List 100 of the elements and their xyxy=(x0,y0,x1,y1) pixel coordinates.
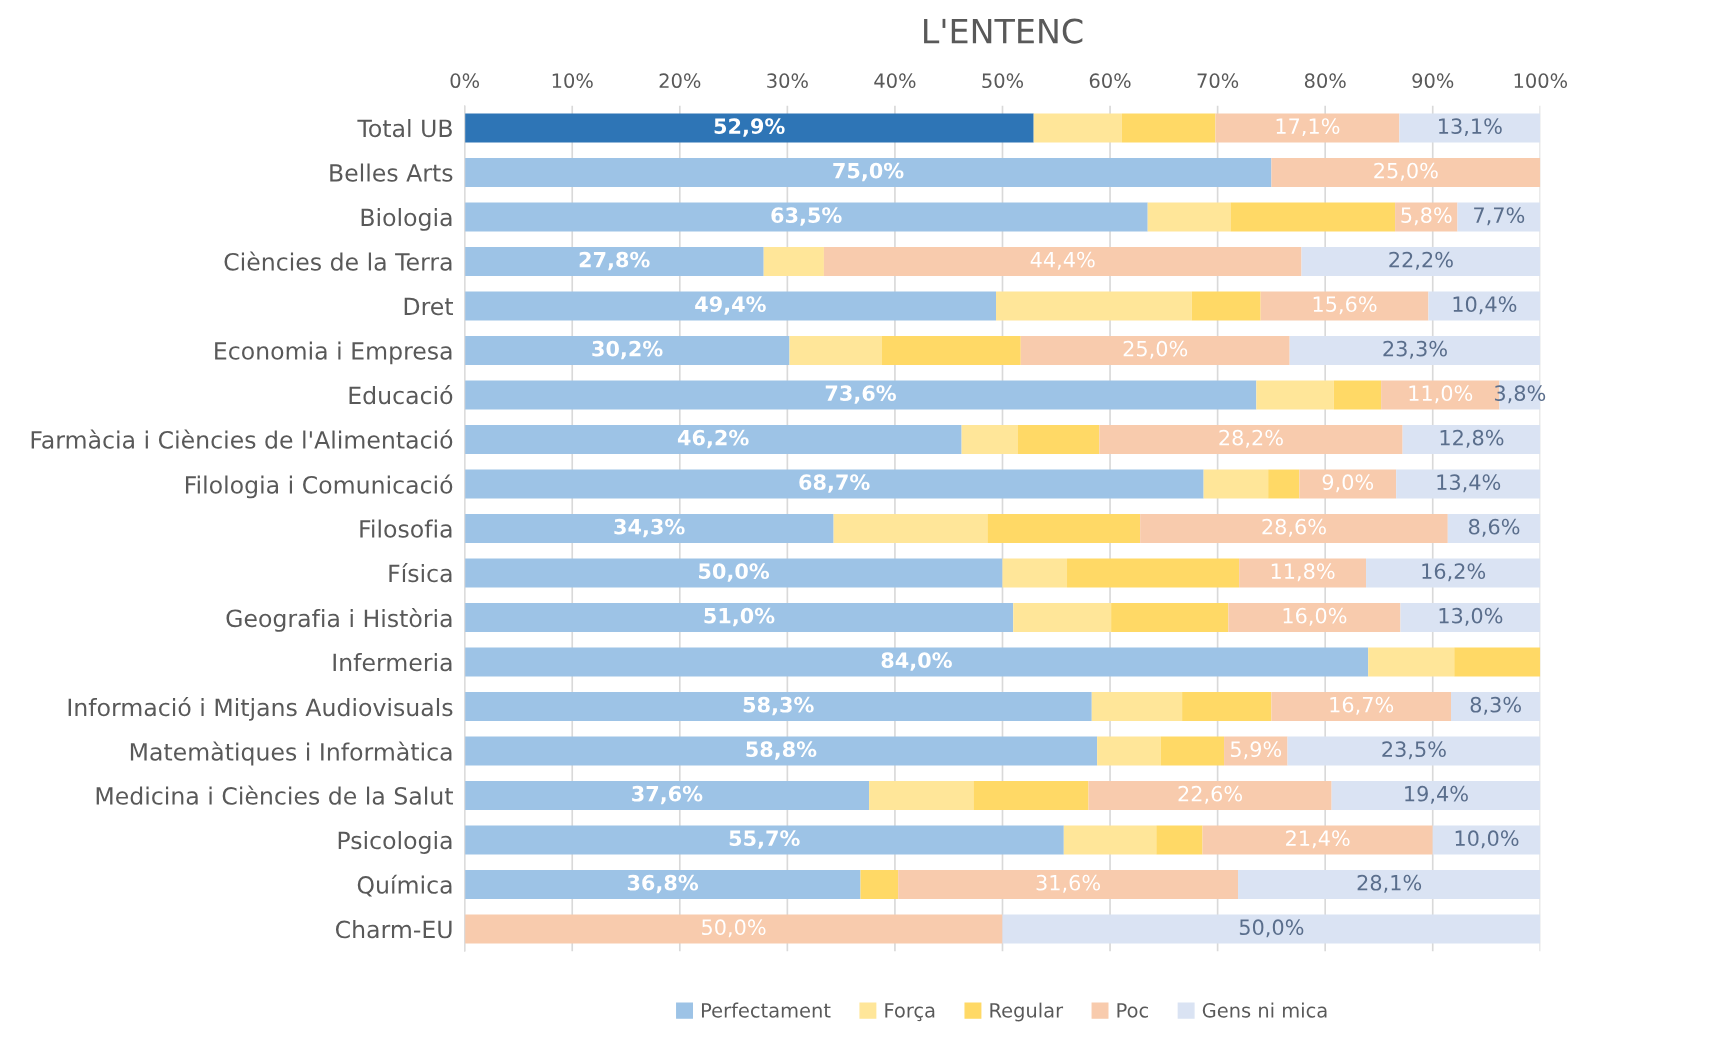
bar xyxy=(789,336,883,365)
data-label: 22,2% xyxy=(1389,251,1453,270)
data-label: 21,4% xyxy=(1286,830,1350,849)
data-label: 28,6% xyxy=(1262,518,1326,537)
x-tick-label: 30% xyxy=(767,73,808,89)
x-tick-label: 50% xyxy=(982,73,1024,89)
bar xyxy=(464,914,1003,944)
data-label: 16,7% xyxy=(1330,696,1394,715)
x-tick-label: 10% xyxy=(552,73,593,89)
data-label: 3,8% xyxy=(1494,385,1546,404)
legend-label: Força xyxy=(885,1003,935,1022)
bar xyxy=(1402,425,1541,454)
legend-label: Regular xyxy=(990,1002,1064,1022)
data-label: 8,3% xyxy=(1470,696,1521,715)
data-label: 44,4% xyxy=(1030,251,1095,270)
bar xyxy=(1017,425,1100,454)
data-label: 22,6% xyxy=(1178,785,1243,804)
bar xyxy=(1088,781,1332,810)
x-tick-label: 70% xyxy=(1197,73,1239,89)
bar xyxy=(464,157,1272,187)
data-label: 15,6% xyxy=(1313,296,1377,315)
data-label: 31,6% xyxy=(1036,874,1101,893)
bar xyxy=(1091,692,1183,721)
bar xyxy=(961,425,1018,454)
bar xyxy=(464,692,1092,721)
bar xyxy=(464,202,1148,232)
bar xyxy=(1289,336,1541,365)
bar xyxy=(464,647,1369,677)
bar xyxy=(1271,157,1541,187)
bar xyxy=(833,514,988,543)
bar xyxy=(987,514,1141,543)
bar xyxy=(464,291,997,321)
x-tick-label: 0% xyxy=(450,73,480,89)
bar xyxy=(1063,825,1157,855)
data-label: 68,7% xyxy=(799,474,870,493)
data-label: 34,3% xyxy=(614,518,685,538)
data-label: 25,0% xyxy=(1374,162,1438,181)
bar xyxy=(860,870,899,900)
x-tick-label: 80% xyxy=(1304,73,1346,89)
bar xyxy=(882,336,1021,365)
data-label: 5,9% xyxy=(1230,741,1282,760)
bar xyxy=(1368,647,1455,677)
chart-title: L'ENTENC xyxy=(924,18,1083,44)
y-tick-label: Medicina i Ciències de la Salut xyxy=(96,785,453,805)
bar xyxy=(464,425,962,454)
legend-label: Poc xyxy=(1117,1003,1148,1018)
bar xyxy=(1020,336,1290,365)
y-tick-label: Dret xyxy=(404,297,453,316)
y-tick-label: Química xyxy=(357,874,452,897)
bar xyxy=(1271,692,1452,721)
legend-label: Perfectament xyxy=(702,1002,831,1018)
bar xyxy=(1366,558,1541,588)
y-tick-label: Filologia i Comunicació xyxy=(185,474,453,499)
bar xyxy=(1160,736,1225,766)
data-label: 46,2% xyxy=(677,429,749,449)
x-tick-label: 60% xyxy=(1089,73,1131,89)
data-label: 36,8% xyxy=(627,874,699,894)
bar xyxy=(464,736,1098,766)
bar xyxy=(1451,692,1541,721)
bar xyxy=(1238,870,1541,900)
bar xyxy=(1399,113,1541,143)
bar xyxy=(1230,202,1396,232)
bar xyxy=(973,781,1089,810)
data-label: 19,4% xyxy=(1405,785,1468,804)
data-label: 37,6% xyxy=(632,785,703,805)
y-tick-label: Filosofia xyxy=(360,519,452,538)
x-tick-label: 100% xyxy=(1514,73,1568,89)
data-label: 27,8% xyxy=(579,251,650,271)
data-label: 10,4% xyxy=(1453,296,1517,315)
bar xyxy=(763,247,824,276)
bar xyxy=(1396,469,1541,499)
data-label: 16,0% xyxy=(1283,607,1347,626)
y-tick-label: Informació i Mitjans Audiovisuals xyxy=(68,697,453,721)
data-label: 17,1% xyxy=(1276,118,1340,137)
data-label: 75,0% xyxy=(833,162,904,182)
bar xyxy=(464,558,1003,588)
bar xyxy=(869,781,974,810)
bar xyxy=(1447,514,1541,543)
bar xyxy=(1228,603,1401,632)
bar xyxy=(1191,291,1261,321)
data-label: 23,5% xyxy=(1382,741,1446,760)
data-label: 28,1% xyxy=(1357,874,1422,893)
data-label: 13,1% xyxy=(1439,118,1502,137)
bar xyxy=(1268,469,1300,499)
bar xyxy=(1097,736,1161,766)
y-tick-label: Belles Arts xyxy=(330,163,453,182)
data-label: 9,0% xyxy=(1322,474,1374,493)
y-tick-label: Biologia xyxy=(361,207,452,231)
y-tick-label: Farmàcia i Ciències de l'Alimentació xyxy=(31,429,453,449)
data-label: 11,8% xyxy=(1271,563,1335,582)
y-tick-label: Economia i Empresa xyxy=(215,341,452,365)
data-label: 16,2% xyxy=(1422,563,1486,582)
data-label: 5,8% xyxy=(1401,207,1452,226)
data-label: 84,0% xyxy=(881,652,952,671)
y-tick-label: Matemàtiques i Informàtica xyxy=(130,741,452,766)
bar xyxy=(1202,825,1433,855)
bar xyxy=(1301,247,1541,276)
bar xyxy=(1287,736,1541,766)
bar xyxy=(464,380,1257,410)
bar xyxy=(464,113,1034,143)
